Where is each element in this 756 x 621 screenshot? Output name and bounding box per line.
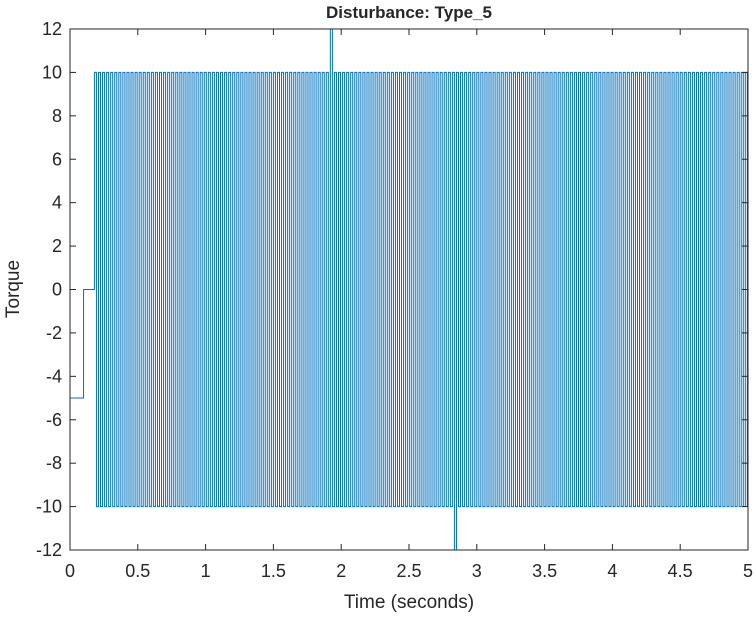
y-tick-label: 2	[52, 236, 62, 256]
x-tick-label: 0	[65, 561, 75, 581]
chart-title: Disturbance: Type_5	[326, 3, 492, 22]
y-tick-label: 12	[42, 19, 62, 39]
y-tick-label: -10	[36, 497, 62, 517]
y-tick-label: 4	[52, 193, 62, 213]
x-tick-label: 2.5	[396, 561, 421, 581]
y-tick-label: 8	[52, 106, 62, 126]
x-tick-label: 1.5	[261, 561, 286, 581]
y-tick-label: 10	[42, 62, 62, 82]
y-tick-label: -4	[46, 366, 62, 386]
x-tick-label: 0.5	[125, 561, 150, 581]
x-tick-label: 4	[607, 561, 617, 581]
series-line	[70, 29, 748, 550]
x-tick-label: 4.5	[668, 561, 693, 581]
plot-area: 0 0.5 1 1.5 2 2.5 3 3.5 4 4.5 5 -12 -10 -8 -6 -4 -2 0 2 4 6 8…	[36, 19, 753, 581]
y-tick-label: -8	[46, 453, 62, 473]
y-tick-label: -2	[46, 323, 62, 343]
y-tick-label: -6	[46, 410, 62, 430]
x-tick-label: 3	[472, 561, 482, 581]
x-tick-label: 3.5	[532, 561, 557, 581]
y-tick-label: 6	[52, 149, 62, 169]
x-axis-label: Time (seconds)	[344, 592, 474, 613]
x-tick-label: 2	[336, 561, 346, 581]
y-axis-label: Torque	[3, 260, 24, 318]
x-tick-label: 5	[743, 561, 753, 581]
y-tick-label: -12	[36, 540, 62, 560]
y-tick-label: 0	[52, 280, 62, 300]
x-tick-label: 1	[201, 561, 211, 581]
